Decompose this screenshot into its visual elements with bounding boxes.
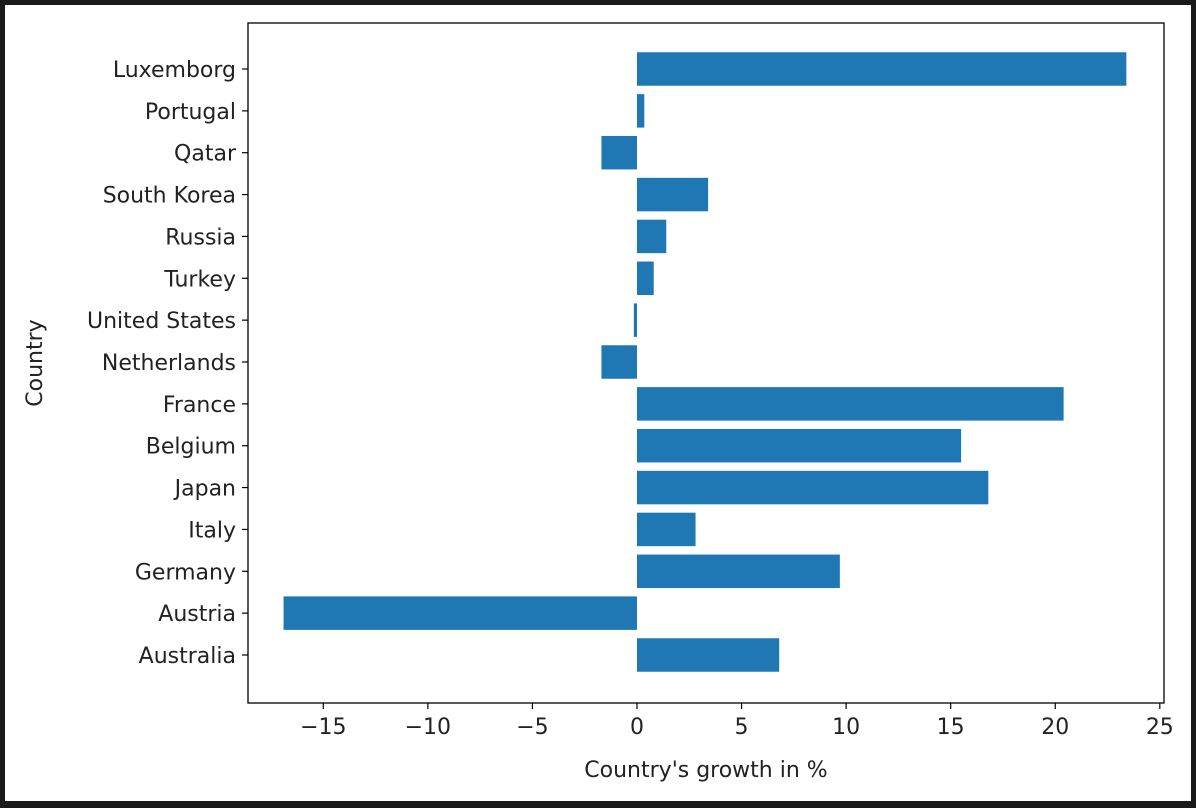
bar-russia <box>636 219 667 254</box>
bar-netherlands <box>601 345 637 379</box>
y-tick-label: Luxemborg <box>113 58 236 83</box>
bar-portugal <box>636 94 645 128</box>
bar-united-states <box>633 303 637 337</box>
y-tick-label: Italy <box>188 518 236 543</box>
y-tick-label: Austria <box>158 602 236 627</box>
x-tick-label: −5 <box>516 715 548 740</box>
bar-turkey <box>636 261 654 296</box>
bar-chart: Australia Austria Germany Italy Japan Belgium… <box>23 22 1174 783</box>
bar-germany <box>636 554 840 589</box>
x-tick-label: 20 <box>1041 715 1069 740</box>
y-axis-title: Country <box>23 319 48 406</box>
y-tick-label: Qatar <box>174 142 237 167</box>
y-tick-label: South Korea <box>103 184 236 209</box>
chart-frame: Australia Austria Germany Italy Japan Belgium… <box>5 5 1191 801</box>
x-tick-label: 5 <box>735 715 749 740</box>
y-tick-label: Russia <box>165 225 236 250</box>
x-tick-label: 10 <box>832 715 860 740</box>
y-tick-label: Netherlands <box>102 351 236 376</box>
bar-qatar <box>601 135 637 170</box>
y-tick-label: Japan <box>173 477 236 502</box>
bar-austria <box>283 596 637 630</box>
bar-australia <box>636 638 780 672</box>
y-tick-label: United States <box>87 309 236 334</box>
y-tick-label: Portugal <box>145 100 236 125</box>
y-tick-label: Belgium <box>146 435 236 460</box>
x-axis: −15 −10 −5 0 5 10 15 20 25 <box>300 703 1174 740</box>
y-tick-label: Australia <box>139 644 236 669</box>
x-tick-label: 15 <box>937 715 965 740</box>
bar-luxemborg <box>636 52 1127 86</box>
y-tick-label: Germany <box>135 560 236 585</box>
bar-south-korea <box>636 177 709 212</box>
bar-france <box>636 387 1064 421</box>
bar-italy <box>636 512 696 547</box>
x-tick-label: −15 <box>300 715 346 740</box>
y-tick-label: France <box>163 393 236 418</box>
bars-group <box>283 52 1127 672</box>
y-axis: Australia Austria Germany Italy Japan Belgium… <box>87 58 248 669</box>
x-axis-title: Country's growth in % <box>584 758 827 783</box>
x-tick-label: 0 <box>630 715 644 740</box>
plot-area <box>247 22 1165 704</box>
x-tick-label: 25 <box>1146 715 1174 740</box>
bar-japan <box>636 470 989 505</box>
bar-belgium <box>636 428 962 463</box>
y-tick-label: Turkey <box>163 267 236 292</box>
x-tick-label: −10 <box>405 715 451 740</box>
